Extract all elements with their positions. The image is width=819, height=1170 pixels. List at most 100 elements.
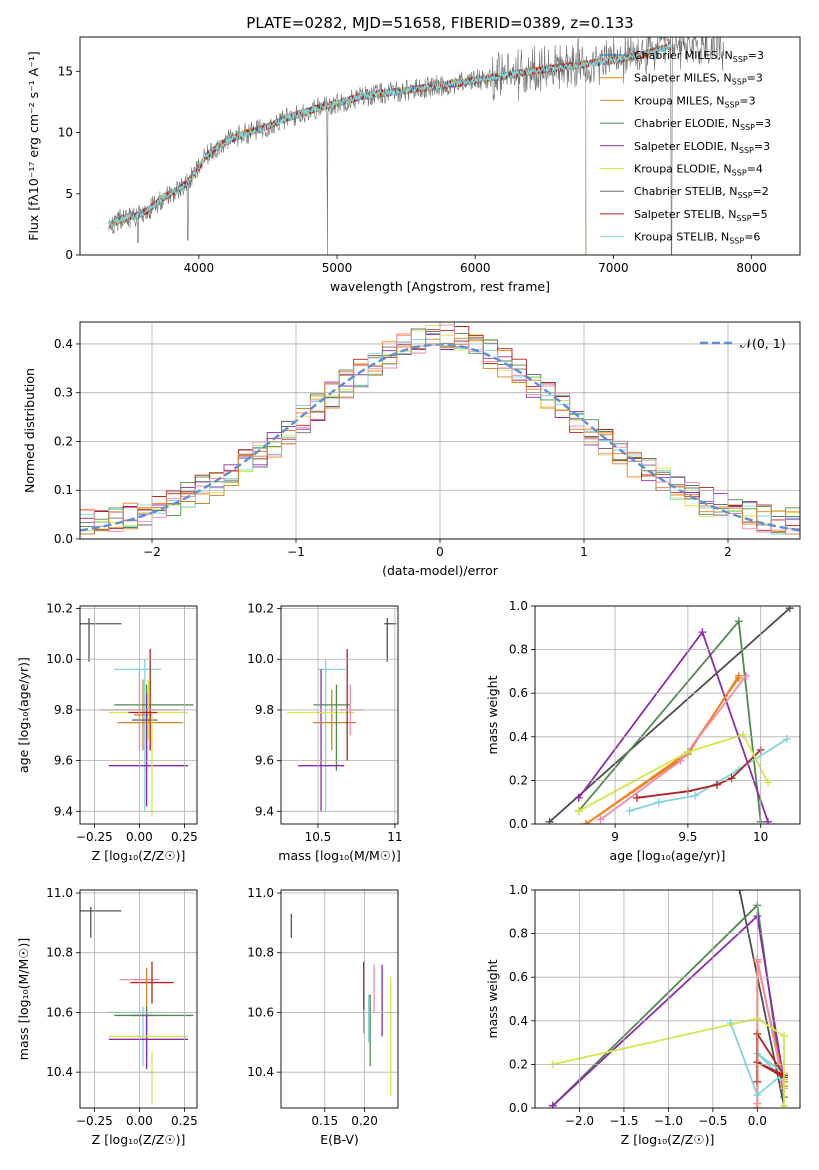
spectrum-legend: Chabrier MILES, NSSP=3 Salpeter MILES, NS… xyxy=(600,49,771,246)
axes-frame xyxy=(280,889,399,1109)
x-tick-label: −2 xyxy=(143,545,161,559)
mass-weight-marker xyxy=(734,617,743,626)
y-axis-label: mass [log₁₀(M/M☉)] xyxy=(16,938,31,1060)
x-tick-label: 9.5 xyxy=(678,830,697,844)
x-tick-label: 5000 xyxy=(322,261,353,275)
y-tick-label: 10.2 xyxy=(247,602,274,616)
age_vs_Z-plot-area xyxy=(80,618,194,817)
y-tick-label: 0.4 xyxy=(509,730,528,744)
mass_vs_Z-panel: −0.25 0.00 0.25 10.4 10.6 10.8 11.0 Z [log₁₀(Z/… xyxy=(16,886,198,1147)
x-tick-label: −1.0 xyxy=(654,1114,683,1128)
mass-weight-line xyxy=(578,733,769,812)
mass-weight-marker xyxy=(779,1101,788,1108)
spectrum-line xyxy=(109,60,587,255)
y-axis-label: mass weight xyxy=(485,675,500,754)
mass-weight-marker xyxy=(632,793,641,802)
spectrum-plot-area xyxy=(108,37,724,255)
axes-frame xyxy=(79,36,801,256)
legend-value: =3 xyxy=(754,140,770,153)
mass-weight-marker xyxy=(698,628,707,637)
y-tick-label: 0.0 xyxy=(509,817,528,831)
legend-value: =2 xyxy=(753,185,769,198)
y-tick-label: 0.0 xyxy=(509,1101,528,1115)
x-tick-label: 6000 xyxy=(460,261,491,275)
mass-weight-marker xyxy=(654,798,663,807)
x-axis-label: E(B-V) xyxy=(320,1132,359,1147)
y-tick-label: 10.0 xyxy=(247,652,274,666)
y-tick-label: 9.8 xyxy=(255,703,274,717)
legend-subscript: SSP xyxy=(729,237,744,246)
y-tick-label: 9.6 xyxy=(255,754,274,768)
x-tick-label: 0.25 xyxy=(171,830,198,844)
mass-weight-marker xyxy=(574,806,583,815)
y-axis-label: Normed distribution xyxy=(22,368,37,493)
age_vs_Z-panel: −0.25 0.00 0.25 9.4 9.6 9.8 10.0 10.2 Z [log₁₀(Z… xyxy=(16,602,198,863)
mass-weight-marker xyxy=(726,1018,735,1027)
x-axis-label: age [log₁₀(age/yr)] xyxy=(610,848,726,863)
x-tick-label: 2 xyxy=(724,545,732,559)
residual-legend: 𝒩(0, 1) xyxy=(700,336,786,351)
mass-weight-marker xyxy=(734,673,743,682)
x-axis-label: mass [log₁₀(M/M☉)] xyxy=(278,848,400,863)
mass-weight-marker xyxy=(735,890,744,894)
mass-weight-marker xyxy=(596,815,605,824)
y-tick-label: 10.8 xyxy=(46,946,73,960)
legend-subscript: SSP xyxy=(736,214,751,223)
legend-label: Salpeter ELODIE, NSSP=3 xyxy=(634,140,770,155)
y-tick-label: 0.6 xyxy=(509,686,528,700)
x-tick-label: −0.5 xyxy=(698,1114,727,1128)
mass-weight-marker xyxy=(548,1101,557,1108)
residuals-panel: −2 −1 0 1 2 0.0 0.1 0.2 0.3 0.4 (data-model)/error… xyxy=(22,321,801,578)
x-tick-label: −2.0 xyxy=(565,1114,594,1128)
x-tick-label: 0.00 xyxy=(126,830,153,844)
x-axis-label: Z [log₁₀(Z/Z☉)] xyxy=(92,1132,186,1147)
legend-label: Kroupa ELODIE, NSSP=4 xyxy=(634,163,763,178)
y-tick-label: 0.3 xyxy=(54,386,73,400)
legend-subscript: SSP xyxy=(740,123,755,132)
y-tick-label: 0.8 xyxy=(509,927,528,941)
y-tick-label: 10 xyxy=(58,126,73,140)
y-tick-label: 15 xyxy=(58,64,73,78)
x-tick-label: 0 xyxy=(436,545,444,559)
x-tick-label: 1 xyxy=(580,545,588,559)
mass_vs_ebv-plot-area xyxy=(290,913,392,1097)
x-tick-label: 0.25 xyxy=(171,1114,198,1128)
y-tick-label: 5 xyxy=(65,187,73,201)
y-tick-label: 0.4 xyxy=(509,1014,528,1028)
x-axis-label: wavelength [Angstrom, rest frame] xyxy=(330,279,550,294)
mass-weight-marker xyxy=(782,734,791,743)
axes-frame xyxy=(79,889,198,1109)
x-tick-label: −1.5 xyxy=(609,1114,638,1128)
y-tick-label: 0.6 xyxy=(509,970,528,984)
legend-subscript: SSP xyxy=(732,78,747,87)
spectrum-line xyxy=(108,43,672,228)
x-axis-label: (data-model)/error xyxy=(382,563,499,578)
legend-label: Kroupa STELIB, NSSP=6 xyxy=(634,231,760,246)
y-tick-label: 11.0 xyxy=(46,886,73,900)
y-tick-label: 0.4 xyxy=(54,337,73,351)
legend-subscript: SSP xyxy=(738,191,753,200)
y-tick-label: 1.0 xyxy=(509,883,528,897)
spectrum-line xyxy=(108,43,672,228)
x-tick-label: −0.25 xyxy=(76,1114,113,1128)
y-tick-label: 0.2 xyxy=(509,1057,528,1071)
spectrum-line xyxy=(108,60,587,255)
massweight_vs_age-panel: 9 9.5 10 0.0 0.2 0.4 0.6 0.8 1.0 age [log₁₀(age/y… xyxy=(485,599,801,863)
x-axis-label: Z [log₁₀(Z/Z☉)] xyxy=(621,1132,715,1147)
y-tick-label: 10.4 xyxy=(247,1065,274,1079)
y-tick-label: 10.6 xyxy=(247,1005,274,1019)
age_vs_mass-plot-area xyxy=(287,618,397,812)
legend-label: Kroupa MILES, NSSP=3 xyxy=(634,94,756,109)
legend-value: =3 xyxy=(755,117,771,130)
mass-weight-marker xyxy=(574,793,583,802)
mass-weight-marker xyxy=(785,606,794,613)
x-tick-label: 7000 xyxy=(598,261,629,275)
legend-value: =6 xyxy=(744,231,760,244)
mass-weight-marker xyxy=(763,817,772,824)
legend-value: =3 xyxy=(739,94,755,107)
spectrum-line xyxy=(108,37,724,255)
y-tick-label: 0.2 xyxy=(54,434,73,448)
legend-value: =4 xyxy=(747,163,763,176)
